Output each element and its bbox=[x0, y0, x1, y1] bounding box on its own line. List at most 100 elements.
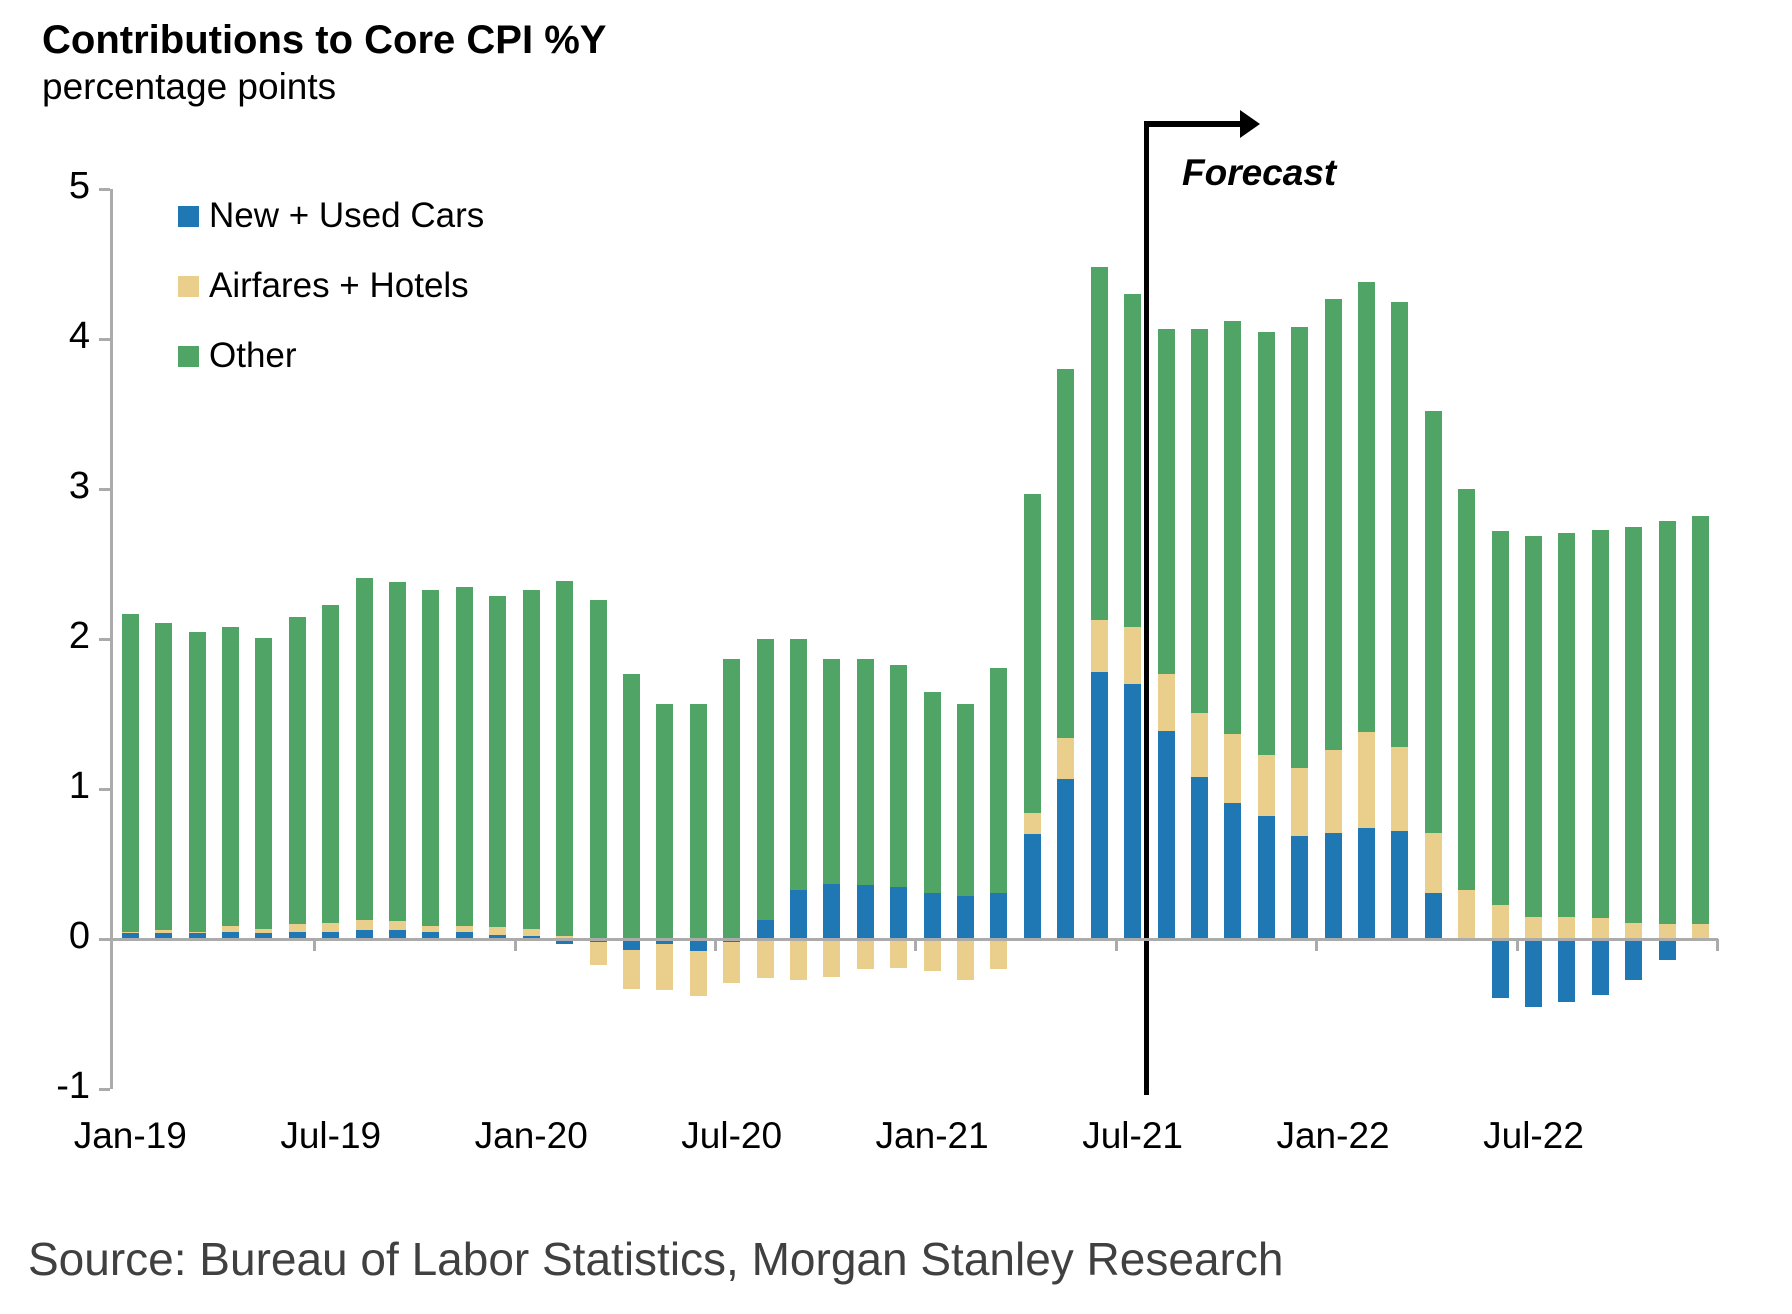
x-axis-tick bbox=[513, 939, 517, 951]
bar-segment-Dec-22 bbox=[1692, 924, 1710, 939]
bar-segment-Jun-21 bbox=[1090, 267, 1108, 620]
bar-segment-Feb-19 bbox=[155, 933, 173, 939]
bar-segment-Mar-21 bbox=[990, 939, 1008, 969]
bar-segment-May-20 bbox=[656, 939, 674, 944]
chart-subtitle: percentage points bbox=[42, 66, 337, 107]
bar-segment-Feb-19 bbox=[155, 930, 173, 933]
x-axis-tick-label: Jul-20 bbox=[681, 1115, 783, 1156]
bar-segment-Oct-21 bbox=[1224, 321, 1242, 734]
bar-segment-Jul-19 bbox=[322, 604, 340, 923]
x-axis-tick bbox=[1315, 939, 1319, 951]
bar-segment-Aug-19 bbox=[355, 930, 373, 939]
bar-segment-Mar-19 bbox=[188, 931, 206, 933]
legend-item-other: Other bbox=[178, 336, 297, 376]
bar-segment-Sep-20 bbox=[790, 889, 807, 939]
x-axis-tick-label: Jul-21 bbox=[1082, 1115, 1183, 1156]
x-axis-tick-label: Jan-21 bbox=[875, 1115, 989, 1156]
bar-segment-Sep-19 bbox=[389, 921, 407, 930]
bar-segment-Sep-21 bbox=[1190, 328, 1208, 713]
bar-segment-Feb-21 bbox=[957, 703, 975, 896]
bar-segment-Dec-21 bbox=[1291, 768, 1309, 836]
bar-segment-Feb-20 bbox=[556, 580, 574, 936]
bar-segment-Mar-19 bbox=[188, 631, 206, 932]
x-axis-tick-label: Jan-19 bbox=[73, 1115, 187, 1156]
chart-title: Contributions to Core CPI %Y bbox=[42, 18, 607, 62]
bar-segment-Oct-20 bbox=[823, 883, 841, 939]
legend-label: Airfares + Hotels bbox=[209, 266, 469, 305]
bar-segment-Jan-21 bbox=[923, 939, 941, 971]
bar-segment-Apr-21 bbox=[1023, 493, 1041, 813]
bar-segment-Dec-21 bbox=[1291, 835, 1309, 939]
bar-segment-May-20 bbox=[656, 703, 674, 939]
bar-segment-Mar-22 bbox=[1391, 301, 1409, 747]
bar-segment-Jul-22 bbox=[1525, 535, 1543, 917]
bar-segment-Jun-22 bbox=[1491, 939, 1509, 998]
bar-segment-Jun-19 bbox=[288, 931, 306, 939]
forecast-arrow-icon bbox=[1240, 110, 1260, 138]
bar-segment-May-22 bbox=[1458, 489, 1476, 890]
bar-segment-Oct-21 bbox=[1224, 802, 1242, 939]
bar-segment-May-19 bbox=[255, 637, 273, 929]
bar-segment-Sep-21 bbox=[1190, 777, 1208, 939]
bar-segment-Apr-20 bbox=[622, 673, 640, 939]
forecast-arrow-shaft bbox=[1144, 121, 1240, 127]
bar-segment-Jun-20 bbox=[689, 939, 707, 951]
bar-segment-Jul-22 bbox=[1525, 916, 1543, 939]
bar-segment-Jan-22 bbox=[1324, 750, 1342, 833]
legend-label: New + Used Cars bbox=[209, 196, 485, 235]
forecast-label: Forecast bbox=[1182, 152, 1337, 193]
bar-segment-Aug-22 bbox=[1558, 916, 1576, 939]
y-axis-tick bbox=[99, 488, 110, 491]
bar-segment-Dec-21 bbox=[1291, 327, 1309, 768]
bar-segment-Aug-21 bbox=[1157, 328, 1175, 674]
x-axis-tick-label: Jan-20 bbox=[474, 1115, 588, 1156]
bar-segment-Dec-22 bbox=[1692, 516, 1710, 924]
bar-segment-May-20 bbox=[656, 943, 674, 990]
x-axis-tick bbox=[1114, 939, 1118, 951]
bar-segment-Sep-22 bbox=[1591, 939, 1609, 995]
bar-segment-Jun-19 bbox=[288, 924, 306, 932]
bar-segment-Jun-22 bbox=[1491, 531, 1509, 905]
bar-segment-Sep-22 bbox=[1591, 918, 1609, 939]
bar-segment-Jul-21 bbox=[1124, 294, 1142, 627]
bar-segment-Sep-20 bbox=[790, 639, 807, 890]
y-axis-tick-label: 5 bbox=[68, 165, 90, 207]
bar-segment-Feb-19 bbox=[155, 622, 173, 930]
bar-segment-May-19 bbox=[255, 933, 273, 939]
y-axis-tick-label: 2 bbox=[68, 615, 90, 657]
bar-segment-Oct-22 bbox=[1625, 939, 1643, 980]
bar-segment-Nov-19 bbox=[455, 931, 473, 939]
bar-segment-Apr-20 bbox=[622, 949, 640, 989]
bar-segment-May-21 bbox=[1057, 778, 1075, 939]
bar-segment-Mar-19 bbox=[188, 933, 206, 939]
y-axis-tick bbox=[99, 1088, 110, 1091]
y-axis-tick bbox=[99, 338, 110, 341]
bar-segment-Apr-22 bbox=[1424, 411, 1442, 833]
bar-segment-Aug-20 bbox=[756, 639, 774, 920]
bar-segment-Jan-20 bbox=[522, 589, 540, 929]
bar-segment-Jul-20 bbox=[723, 658, 741, 939]
bar-segment-Feb-21 bbox=[957, 939, 975, 980]
bar-segment-Nov-20 bbox=[856, 885, 874, 939]
bar-segment-Oct-19 bbox=[422, 589, 440, 926]
bar-segment-Apr-21 bbox=[1023, 813, 1041, 834]
bar-segment-Oct-20 bbox=[823, 939, 841, 977]
x-axis-tick bbox=[713, 939, 717, 951]
bar-segment-Dec-20 bbox=[890, 664, 908, 887]
y-axis-tick-label: 4 bbox=[68, 315, 90, 357]
bar-segment-Aug-22 bbox=[1558, 939, 1576, 1002]
bar-segment-Dec-20 bbox=[890, 886, 908, 939]
bar-segment-Jan-22 bbox=[1324, 298, 1342, 750]
bar-segment-Dec-19 bbox=[489, 927, 507, 935]
bar-segment-Nov-21 bbox=[1257, 331, 1275, 755]
bar-segment-Oct-20 bbox=[823, 658, 841, 884]
bar-segment-Jan-21 bbox=[923, 691, 941, 893]
airfares-hotels-swatch-icon bbox=[178, 275, 199, 297]
bar-segment-Apr-19 bbox=[222, 925, 240, 932]
bar-segment-May-21 bbox=[1057, 369, 1075, 738]
bar-segment-Oct-19 bbox=[422, 931, 440, 939]
bar-segment-Aug-19 bbox=[355, 919, 373, 930]
bar-segment-Jul-19 bbox=[322, 922, 340, 932]
bar-segment-Jul-22 bbox=[1525, 939, 1543, 1007]
